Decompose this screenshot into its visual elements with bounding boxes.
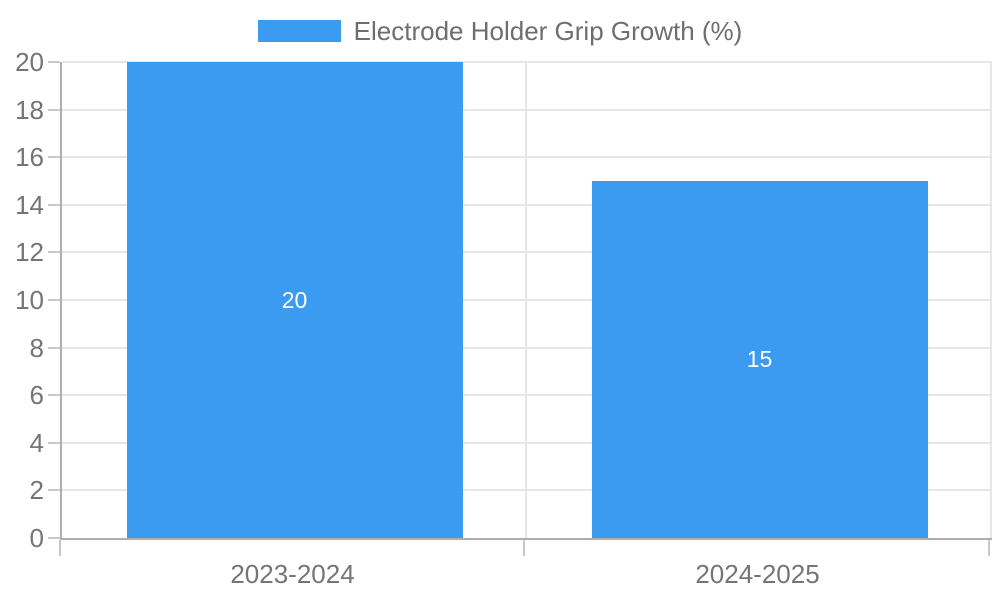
plot-area: 20 15 [60, 61, 992, 540]
y-axis-tick-label: 14 [15, 189, 44, 220]
bar-value-label: 15 [746, 346, 773, 372]
y-axis-tick-label: 16 [15, 142, 44, 173]
legend[interactable]: Electrode Holder Grip Growth (%) [0, 17, 1000, 45]
y-axis-tick-label: 8 [29, 332, 44, 363]
y-axis-tick-label: 12 [15, 237, 44, 268]
y-axis-tick-label: 6 [29, 380, 44, 411]
y-axis-tick-mark [48, 346, 60, 349]
y-axis-tick-mark [48, 441, 60, 444]
y-axis-tick-mark [48, 251, 60, 254]
y-axis-tick-mark [48, 489, 60, 492]
bar-2023-2024[interactable]: 20 [126, 62, 463, 538]
y-axis-tick-mark [48, 156, 60, 159]
bar-value-label: 20 [281, 286, 308, 313]
y-axis-tick-mark [48, 394, 60, 397]
legend-swatch [257, 20, 341, 42]
y-axis-tick-mark [48, 61, 60, 63]
y-axis-tick-mark [48, 203, 60, 206]
bar-2024-2025[interactable]: 15 [591, 181, 928, 538]
x-axis-tick-mark [523, 540, 525, 556]
y-axis-tick-label: 18 [15, 94, 44, 125]
x-axis-tick-mark [988, 540, 990, 556]
y-axis-tick-label: 2 [29, 475, 44, 506]
x-axis-tick-mark [59, 540, 61, 556]
x-axis-category-label: 2024-2025 [695, 559, 820, 589]
y-axis-tick-label: 10 [15, 285, 44, 315]
x-axis-category-label: 2023-2024 [230, 559, 355, 589]
y-axis-tick-mark [48, 537, 60, 539]
legend-label: Electrode Holder Grip Growth (%) [353, 16, 743, 46]
y-axis-tick-mark [48, 108, 60, 111]
y-axis-tick-mark [48, 299, 60, 301]
y-axis-tick-label: 0 [29, 523, 44, 553]
y-axis-tick-label: 4 [29, 427, 44, 458]
y-axis-tick-label: 20 [15, 47, 44, 77]
